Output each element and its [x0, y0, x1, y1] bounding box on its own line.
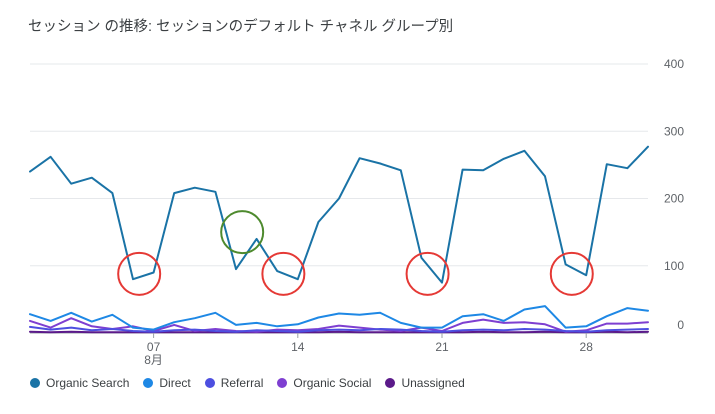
legend-label: Referral — [220, 376, 264, 390]
annotation-circle — [117, 251, 162, 296]
x-tick-sublabel: 8月 — [144, 353, 163, 367]
annotation-circle — [261, 251, 306, 296]
legend-item-referral[interactable]: Referral — [204, 376, 264, 390]
legend-swatch — [385, 378, 396, 388]
x-tick-label: 07 — [147, 340, 161, 354]
legend-item-organic-search[interactable]: Organic Search — [30, 376, 129, 390]
x-tick-label: 21 — [435, 340, 449, 354]
legend: Organic Search Direct Referral Organic Soci… — [30, 376, 479, 390]
x-tick-label: 14 — [291, 340, 305, 354]
series-layer — [29, 145, 649, 334]
y-tick-label: 0 — [677, 318, 684, 332]
annotation-circle — [220, 210, 265, 255]
series-line-referral[interactable] — [29, 325, 649, 333]
series-line-organic-social[interactable] — [29, 317, 649, 333]
legend-item-direct[interactable]: Direct — [143, 376, 191, 390]
series-line-direct[interactable] — [29, 305, 649, 331]
y-tick-label: 100 — [664, 259, 684, 273]
annotation-circle — [549, 251, 594, 296]
legend-label: Organic Social — [293, 376, 372, 390]
annotation-circle — [405, 251, 450, 296]
legend-item-organic-social[interactable]: Organic Social — [277, 376, 371, 390]
legend-item-unassigned[interactable]: Unassigned — [385, 376, 465, 390]
legend-label: Direct — [159, 376, 191, 390]
y-tick-label: 400 — [664, 57, 684, 71]
legend-swatch — [143, 378, 154, 388]
legend-swatch — [277, 378, 288, 388]
annotation-layer — [117, 210, 594, 296]
legend-swatch — [30, 378, 40, 388]
legend-swatch — [204, 378, 215, 388]
legend-label: Organic Search — [46, 376, 130, 390]
x-tick-label: 28 — [580, 340, 594, 354]
y-tick-label: 300 — [664, 124, 684, 138]
series-line-unassigned[interactable] — [29, 330, 649, 334]
legend-label: Unassigned — [401, 376, 465, 390]
y-tick-label: 200 — [664, 192, 684, 206]
chart-title: セッション の推移: セッションのデフォルト チャネル グループ別 — [28, 19, 454, 35]
series-line-organic-search[interactable] — [29, 145, 649, 284]
